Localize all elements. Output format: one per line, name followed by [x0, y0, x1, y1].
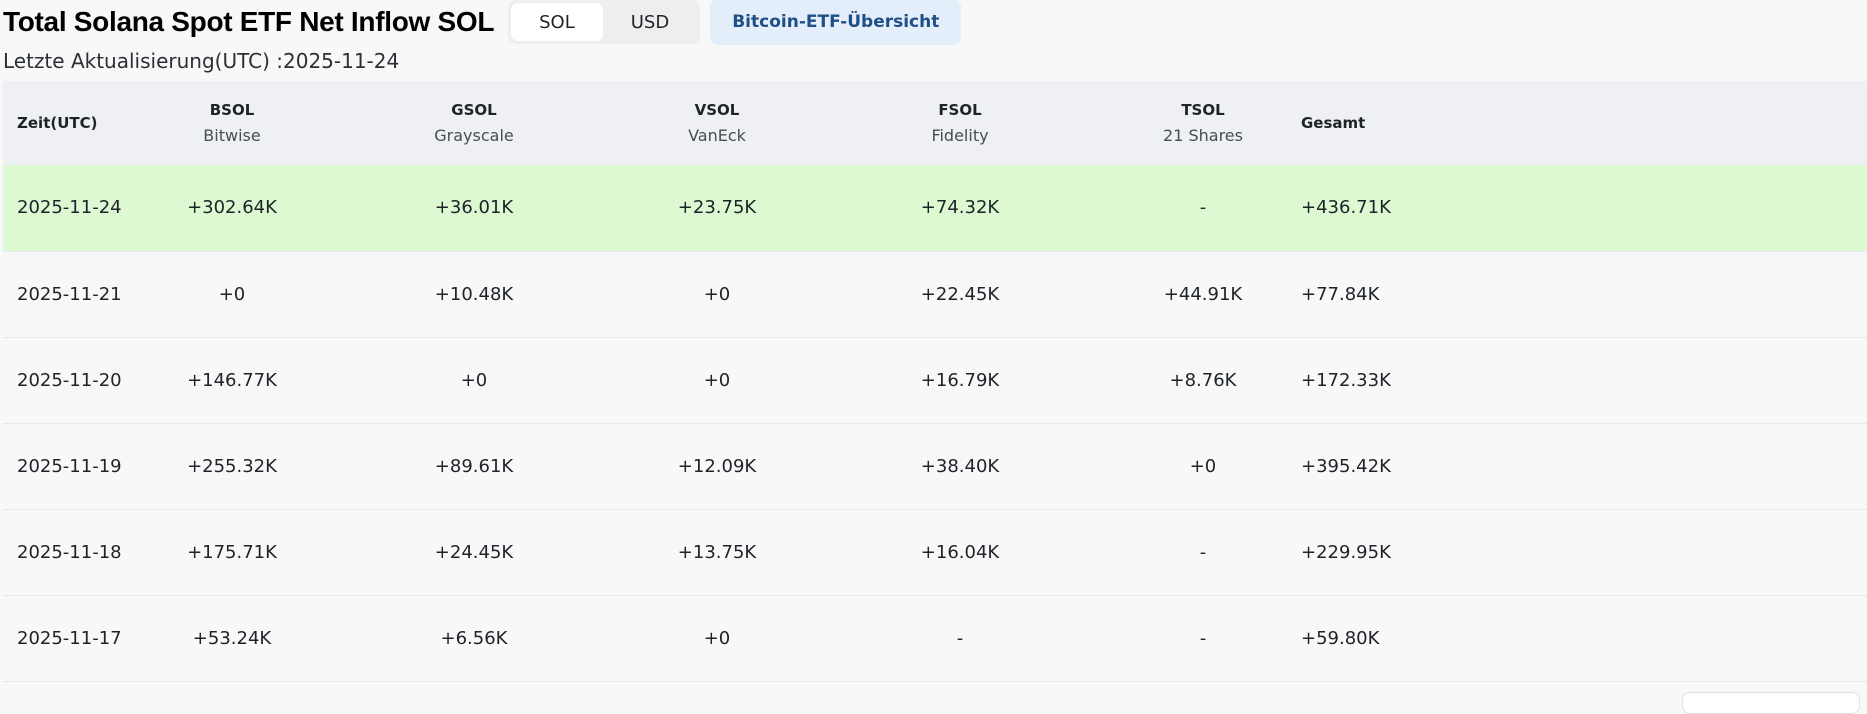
table-row: 2025-11-20 +146.77K +0 +0 +16.79K +8.76K +172.…	[3, 337, 1867, 423]
pagination-control[interactable]	[1682, 692, 1860, 714]
column-header-total: Gesamt	[1301, 114, 1366, 132]
column-header-bsol: BSOL Bitwise	[149, 81, 315, 165]
column-issuer: Grayscale	[434, 126, 514, 145]
column-issuer: Fidelity	[931, 126, 989, 145]
row-flow-cell: -	[1199, 197, 1207, 219]
unit-toggle: SOL USD	[508, 0, 701, 44]
column-issuer: 21 Shares	[1163, 126, 1243, 145]
column-header-time: Zeit(UTC)	[17, 114, 98, 132]
row-flow-cell: +302.64K	[187, 197, 277, 219]
table-header-row: Zeit(UTC) BSOL Bitwise GSOL Grayscale VSOL…	[3, 81, 1867, 165]
table-row: 2025-11-18 +175.71K +24.45K +13.75K +16.04K -…	[3, 509, 1867, 595]
last-updated-text: Letzte Aktualisierung(UTC) :2025-11-24	[3, 49, 400, 73]
toggle-sol-button[interactable]: SOL	[511, 3, 603, 41]
row-flow-cell: +146.77K	[187, 369, 277, 391]
row-total-cell: +229.95K	[1301, 541, 1391, 563]
bitcoin-etf-overview-button[interactable]: Bitcoin-ETF-Übersicht	[710, 0, 962, 45]
etf-flow-table: Zeit(UTC) BSOL Bitwise GSOL Grayscale VSOL…	[3, 81, 1867, 682]
row-total-cell: +172.33K	[1301, 369, 1391, 391]
row-flow-cell: +53.24K	[192, 627, 272, 649]
row-flow-cell: +74.32K	[920, 197, 1000, 219]
row-flow-cell: +44.91K	[1163, 283, 1243, 305]
column-header-fsol: FSOL Fidelity	[801, 81, 1119, 165]
toggle-usd-button[interactable]: USD	[630, 11, 670, 33]
row-total-cell: +77.84K	[1301, 283, 1380, 305]
column-header-vsol: VSOL VanEck	[633, 81, 801, 165]
column-issuer: Bitwise	[203, 126, 261, 145]
row-total-cell: +395.42K	[1301, 455, 1391, 477]
row-flow-cell: -	[956, 627, 964, 649]
row-total-cell: +436.71K	[1301, 197, 1391, 219]
column-header-gsol: GSOL Grayscale	[315, 81, 633, 165]
row-date: 2025-11-24	[17, 197, 122, 219]
row-flow-cell: +255.32K	[187, 455, 277, 477]
row-flow-cell: -	[1199, 541, 1207, 563]
row-flow-cell: +23.75K	[677, 197, 757, 219]
row-flow-cell: +16.79K	[920, 369, 1000, 391]
row-flow-cell: +22.45K	[920, 283, 1000, 305]
column-header-tsol: TSOL 21 Shares	[1119, 81, 1287, 165]
column-issuer: VanEck	[688, 126, 746, 145]
row-flow-cell: +0	[703, 369, 731, 391]
row-flow-cell: +0	[1189, 455, 1217, 477]
row-flow-cell: +0	[218, 283, 246, 305]
table-row: 2025-11-19 +255.32K +89.61K +12.09K +38.40K +…	[3, 423, 1867, 509]
table-row: 2025-11-21 +0 +10.48K +0 +22.45K +44.91K +77.8…	[3, 251, 1867, 337]
row-total-cell: +59.80K	[1301, 627, 1380, 649]
row-flow-cell: +0	[703, 627, 731, 649]
row-flow-cell: +0	[703, 283, 731, 305]
row-flow-cell: -	[1199, 627, 1207, 649]
row-flow-cell: +24.45K	[434, 541, 514, 563]
table-row: 2025-11-24 +302.64K +36.01K +23.75K +74.32K -…	[3, 165, 1867, 251]
row-flow-cell: +38.40K	[920, 455, 1000, 477]
row-date: 2025-11-19	[17, 455, 122, 477]
row-date: 2025-11-21	[17, 283, 122, 305]
row-date: 2025-11-20	[17, 369, 122, 391]
row-flow-cell: +16.04K	[920, 541, 1000, 563]
row-date: 2025-11-17	[17, 627, 122, 649]
table-row: 2025-11-17 +53.24K +6.56K +0 - - +59.80K	[3, 595, 1867, 681]
row-flow-cell: +36.01K	[434, 197, 514, 219]
row-flow-cell: +0	[460, 369, 488, 391]
row-flow-cell: +8.76K	[1169, 369, 1237, 391]
page-header: Total Solana Spot ETF Net Inflow SOL SOL…	[3, 0, 962, 45]
row-date: 2025-11-18	[17, 541, 122, 563]
row-flow-cell: +10.48K	[434, 283, 514, 305]
row-flow-cell: +13.75K	[677, 541, 757, 563]
page-title: Total Solana Spot ETF Net Inflow SOL	[3, 6, 495, 37]
row-flow-cell: +175.71K	[187, 541, 277, 563]
row-flow-cell: +6.56K	[440, 627, 508, 649]
row-flow-cell: +12.09K	[677, 455, 757, 477]
row-flow-cell: +89.61K	[434, 455, 514, 477]
